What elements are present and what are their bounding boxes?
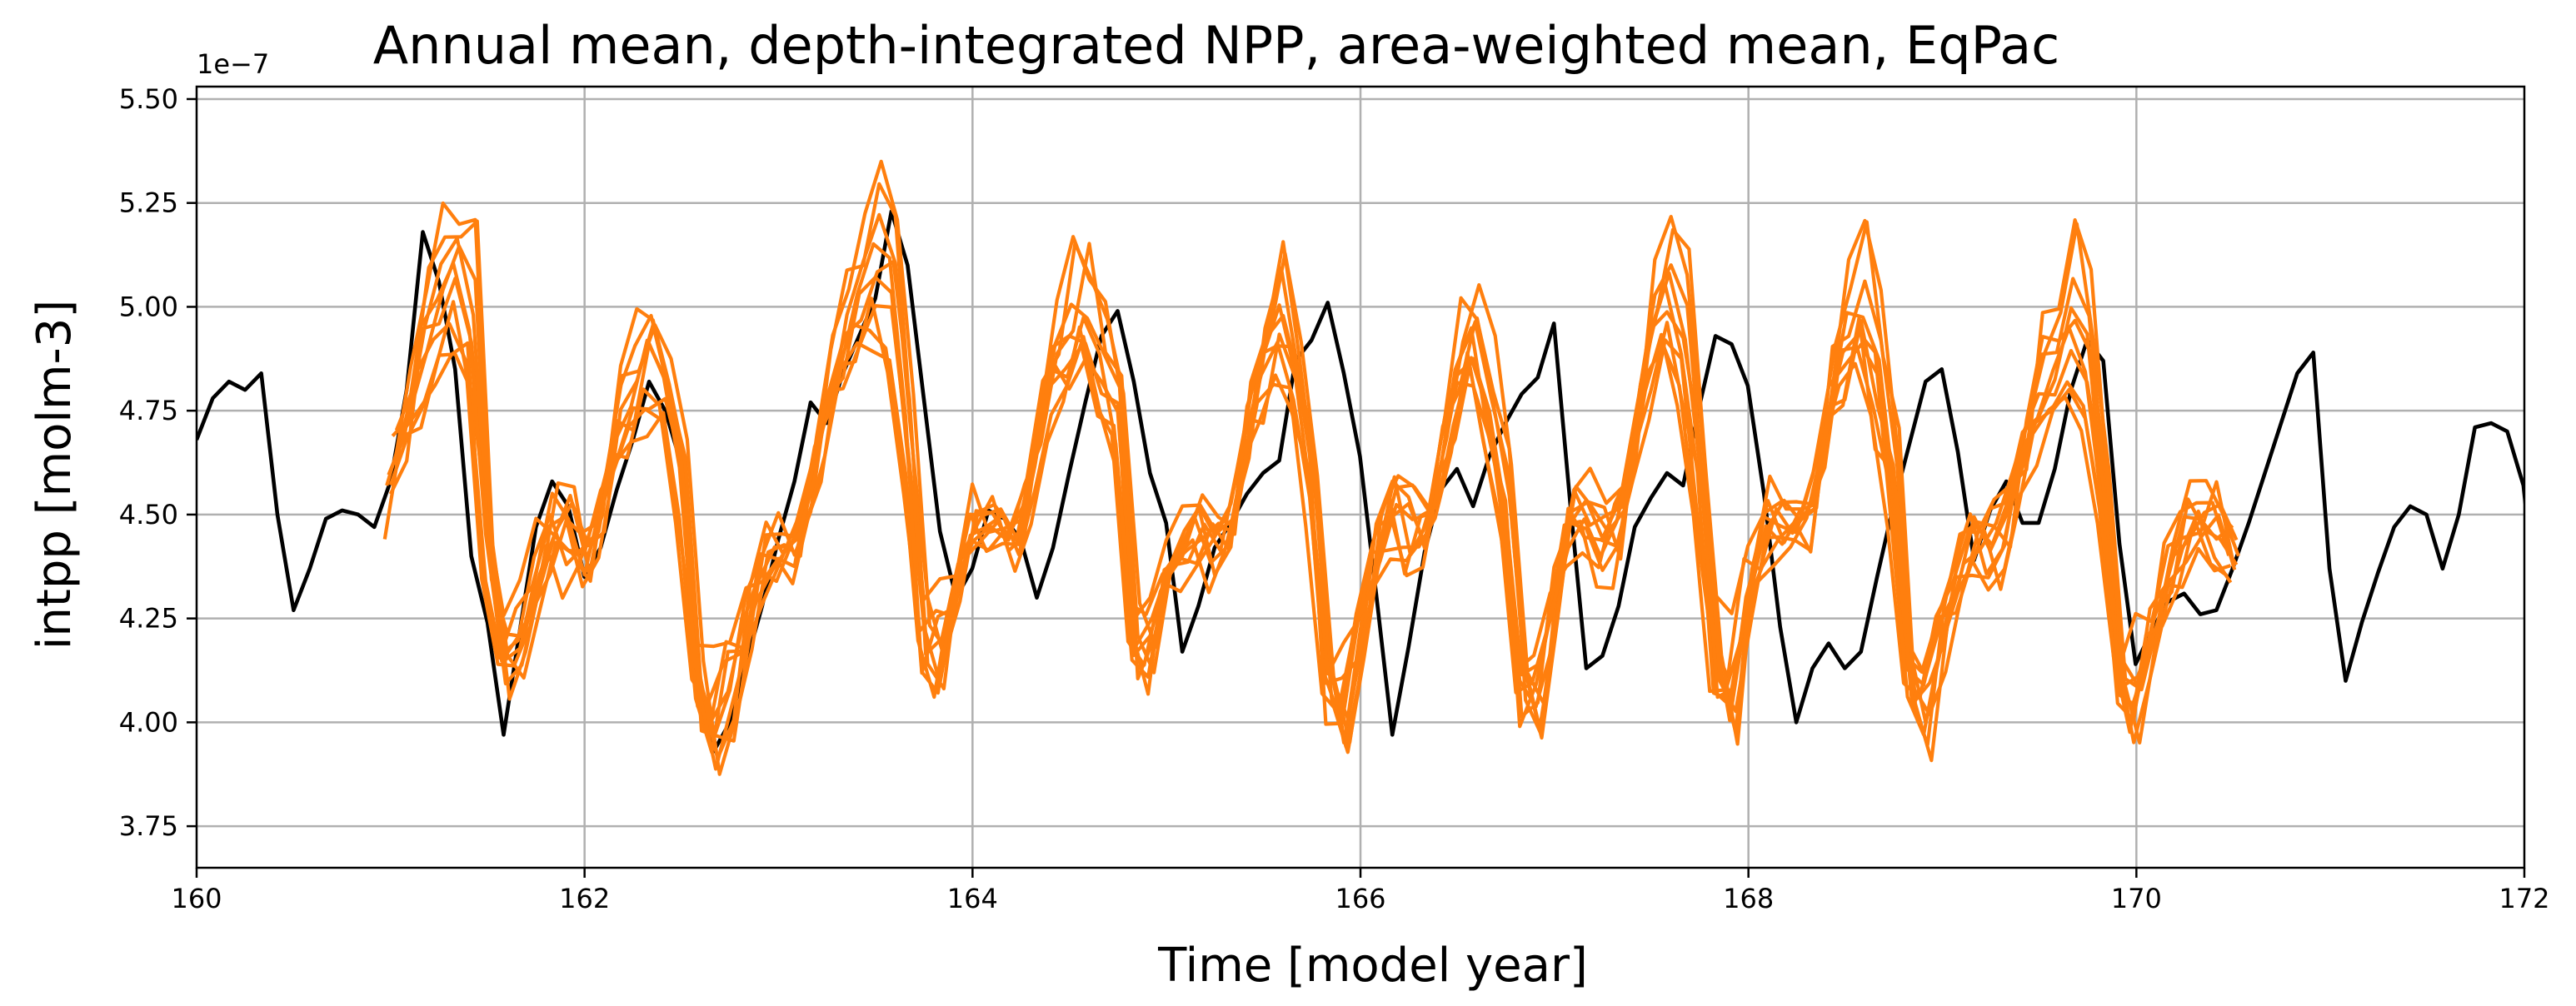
- y-tick-label: 4.75: [119, 395, 178, 426]
- ensemble-series-group: [382, 159, 2240, 776]
- chart-title: Annual mean, depth-integrated NPP, area-…: [373, 15, 2060, 76]
- y-axis-ticks: 3.75 4.00 4.25 4.50 4.75 5.00 5.25 5.50: [119, 83, 197, 842]
- x-tick-label: 168: [1723, 883, 1774, 914]
- x-tick-label: 164: [947, 883, 998, 914]
- x-axis-ticks: 160 162 164 166 168 170 172: [171, 868, 2550, 914]
- y-offset-label: 1e−7: [197, 48, 269, 80]
- y-axis-title: intpp [molm-3]: [27, 300, 82, 650]
- grid-lines: [197, 87, 2524, 868]
- y-tick-label: 4.25: [119, 603, 178, 635]
- x-tick-label: 172: [2499, 883, 2549, 914]
- y-tick-label: 4.50: [119, 499, 178, 530]
- ensemble-member-line: [387, 242, 2233, 745]
- x-tick-label: 162: [559, 883, 610, 914]
- ensemble-member-line: [392, 182, 2239, 754]
- y-tick-label: 3.75: [119, 810, 178, 842]
- x-tick-label: 166: [1335, 883, 1385, 914]
- x-tick-label: 160: [171, 883, 222, 914]
- x-axis-title: Time [model year]: [1157, 939, 1588, 993]
- reference-series-group: [197, 209, 2524, 754]
- y-tick-label: 5.50: [119, 83, 178, 115]
- x-tick-label: 170: [2111, 883, 2162, 914]
- reference-series-line: [197, 209, 2524, 754]
- y-tick-label: 4.00: [119, 706, 178, 738]
- y-tick-label: 5.00: [119, 291, 178, 322]
- y-tick-label: 5.25: [119, 187, 178, 219]
